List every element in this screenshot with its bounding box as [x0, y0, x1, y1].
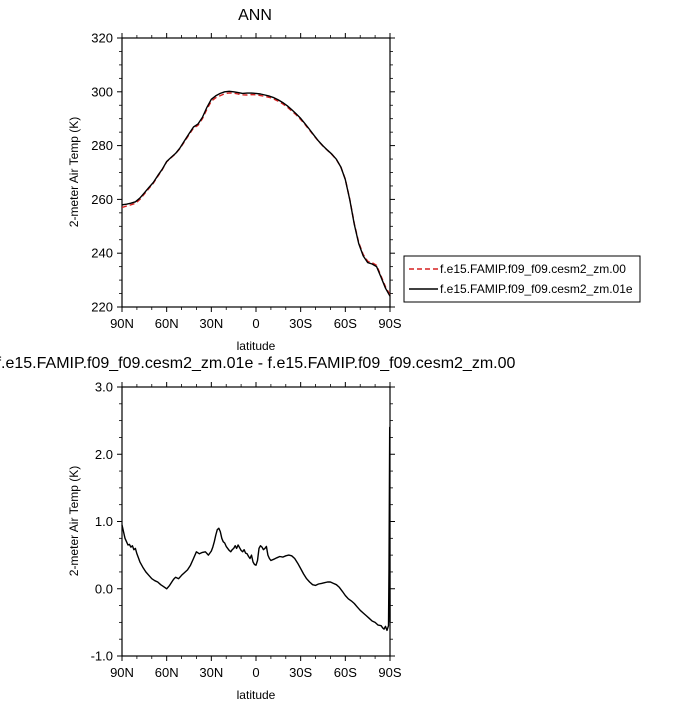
bottom-x-tick-label: 30S — [289, 665, 312, 680]
top-y-tick-label: 260 — [91, 192, 113, 207]
top-x-tick-label: 90N — [110, 316, 134, 331]
bottom-y-tick-label: 1.0 — [95, 514, 113, 529]
top-x-tick-label: 30S — [289, 316, 312, 331]
bottom-x-tick-label: 60S — [334, 665, 357, 680]
bottom-x-tick-label: 30N — [199, 665, 223, 680]
bottom-x-tick-label: 90N — [110, 665, 134, 680]
bottom-y-tick-label: -1.0 — [91, 649, 113, 664]
top-x-tick-label: 60N — [155, 316, 179, 331]
top-y-tick-label: 240 — [91, 246, 113, 261]
top-y-tick-label: 280 — [91, 138, 113, 153]
top-x-tick-label: 0 — [252, 316, 259, 331]
legend-box — [403, 255, 641, 303]
bottom-y-tick-label: 0.0 — [95, 581, 113, 596]
bottom-series-lines — [121, 426, 391, 632]
bottom-y-tick-label: 3.0 — [95, 380, 113, 395]
top-y-tick-label: 320 — [91, 31, 113, 46]
bottom-x-tick-label: 0 — [252, 665, 259, 680]
bottom-chart-title: f.e15.FAMIP.f09_f09.cesm2_zm.01e - f.e15… — [0, 355, 516, 372]
legend: f.e15.FAMIP.f09_f09.cesm2_zm.00 f.e15.FA… — [403, 255, 641, 303]
bottom-x-axis-label: latitude — [237, 688, 276, 702]
top-x-tick-label: 60S — [334, 316, 357, 331]
top-y-tick-label: 300 — [91, 84, 113, 99]
bottom-panel: f.e15.FAMIP.f09_f09.cesm2_zm.01e - f.e15… — [0, 355, 516, 702]
bottom-axis-ticks: 90N 60N 30N 0 30S 60S 90S -1.0 0.0 1.0 2.0 3.0 — [91, 380, 402, 681]
top-axis-ticks: 90N 60N 30N 0 30S 60S 90S 220 240 260 280 300 320 — [91, 31, 402, 332]
bottom-plot-frame — [121, 386, 391, 657]
legend-label-00: f.e15.FAMIP.f09_f09.cesm2_zm.00 — [440, 262, 626, 276]
bottom-x-tick-label: 90S — [378, 665, 401, 680]
bottom-y-tick-label: 2.0 — [95, 447, 113, 462]
top-x-tick-label: 90S — [378, 316, 401, 331]
top-plot-frame — [121, 37, 391, 308]
bottom-x-tick-label: 60N — [155, 665, 179, 680]
top-chart-title: ANN — [238, 7, 272, 24]
top-series-line-1 — [121, 90, 391, 297]
top-y-tick-label: 220 — [91, 300, 113, 315]
top-series-lines — [121, 90, 391, 297]
bottom-y-axis-label: 2-meter Air Temp (K) — [67, 466, 81, 576]
top-panel: ANN 90N 60N 30N 0 30S 60S 90S 220 240 260 280 300 32… — [67, 7, 641, 353]
top-y-axis-label: 2-meter Air Temp (K) — [67, 117, 81, 227]
bottom-series-line-0 — [121, 426, 391, 632]
top-x-axis-label: latitude — [237, 339, 276, 353]
top-series-line-0 — [121, 92, 391, 296]
top-x-tick-label: 30N — [199, 316, 223, 331]
legend-label-01e: f.e15.FAMIP.f09_f09.cesm2_zm.01e — [440, 282, 633, 296]
